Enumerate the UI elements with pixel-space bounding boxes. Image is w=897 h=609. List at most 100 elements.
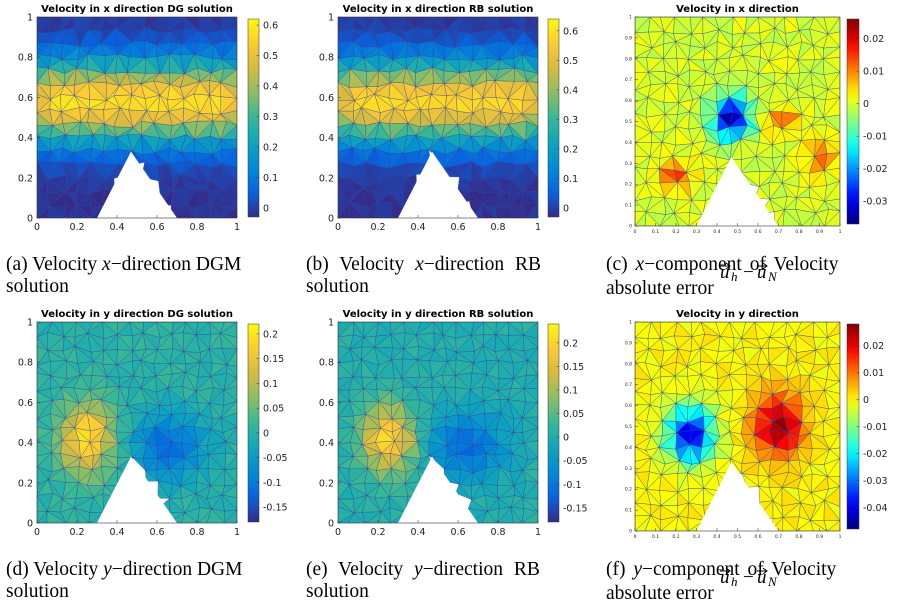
mesh-element: [389, 17, 406, 33]
mesh-element: [171, 322, 187, 335]
y-tick-label: 0.4: [319, 438, 334, 449]
colorbar-tick-label: 0.4: [563, 85, 578, 96]
mesh-element: [715, 322, 730, 337]
colorbar: [247, 323, 260, 523]
x-tick-label: 0.2: [370, 527, 385, 538]
x-tick-label: 0: [34, 222, 40, 233]
x-tick-label: 0.1: [652, 229, 659, 235]
colorbar-tick-label: 0.2: [563, 145, 578, 156]
mesh-element: [826, 322, 840, 338]
figure-panel-c: Velocity in x direction 0 0.1 0.2 0.3 0.4 0.5 0…: [598, 0, 897, 305]
colorbar-tick-label: 0.1: [563, 386, 578, 397]
mesh-element: [714, 17, 734, 30]
y-tick-label: 0: [629, 529, 632, 535]
x-tick-label: 0.2: [69, 222, 84, 233]
mesh-element: [220, 322, 237, 334]
colorbar-tick-label: -0.05: [263, 453, 288, 464]
colorbar-tick-label: 0.3: [563, 115, 578, 126]
colorbar-tick-label: 0.02: [863, 341, 884, 352]
colorbar-tick-label: -0.03: [863, 476, 888, 487]
x-tick-label: 0.6: [149, 222, 164, 233]
y-tick-label: 1: [328, 13, 334, 24]
y-tick-label: 0.6: [625, 98, 632, 104]
colorbar-tick-label: 0.1: [263, 173, 278, 184]
y-tick-label: 0.4: [319, 133, 334, 144]
mesh-element: [220, 17, 237, 31]
colorbar-tick-label: -0.05: [563, 456, 588, 467]
x-tick-label: 0.8: [490, 527, 505, 538]
figure-panel-f: Velocity in y direction 0 0.1 0.2 0.3 0.4 0.5 0…: [598, 305, 897, 609]
x-tick-label: 0: [634, 534, 637, 540]
mesh-element: [769, 322, 788, 338]
mesh-element: [199, 17, 211, 32]
mesh-element: [774, 17, 785, 29]
colorbar-tick-label: 0: [863, 395, 869, 406]
x-tick-label: 0.4: [410, 222, 425, 233]
error-u-n: u: [757, 262, 767, 283]
x-tick-label: 0.4: [109, 222, 124, 233]
caption-a: (a) Velocity x−direction DGM solution: [6, 254, 242, 297]
x-tick-label: 0.9: [816, 534, 823, 540]
y-tick-label: 1: [328, 318, 334, 329]
figure-panel-d: Velocity in y direction DG solution 0 0.2 0…: [0, 305, 299, 609]
y-tick-label: 0.7: [625, 382, 632, 388]
plot-title-d: Velocity in y direction DG solution: [41, 309, 233, 320]
colorbar-tick-label: 0.01: [863, 67, 884, 78]
caption-e: (e) Velocity y−direction RB solution: [306, 559, 540, 602]
figure-panel-b: Velocity in x direction RB solution 0 0.2 0…: [299, 0, 598, 305]
mesh-element: [362, 322, 379, 338]
y-tick-label: 0.6: [319, 398, 334, 409]
x-tick-label: 1: [535, 222, 541, 233]
obstacle-triangle: [398, 151, 478, 218]
obstacle-triangle: [97, 456, 177, 523]
mesh-element: [659, 17, 675, 33]
colorbar-tick-label: -0.1: [263, 478, 282, 489]
colorbar-tick-label: 0.2: [263, 142, 278, 153]
colorbar-tick-label: 0: [263, 428, 269, 439]
mesh-element: [691, 322, 702, 338]
mesh-element: [142, 322, 157, 334]
y-tick-label: 0.8: [319, 53, 334, 64]
plot-frame: [337, 16, 539, 219]
x-tick-label: 0.4: [410, 527, 425, 538]
y-tick-label: 0.4: [625, 445, 632, 451]
x-tick-label: 0.6: [149, 527, 164, 538]
y-tick-label: 0.7: [625, 77, 632, 83]
y-tick-label: 0.3: [625, 161, 632, 167]
obstacle-triangle: [696, 157, 779, 226]
obstacle-triangle: [398, 456, 478, 523]
colorbar-tick-label: -0.02: [863, 164, 888, 175]
y-tick-label: 0.4: [625, 140, 632, 146]
obstacle-triangle: [97, 151, 177, 218]
mesh-element: [60, 17, 75, 31]
obstacle-triangle: [696, 462, 779, 531]
x-tick-label: 1: [535, 527, 541, 538]
y-tick-label: 0.8: [319, 358, 334, 369]
y-tick-label: 0: [328, 214, 334, 225]
mesh-element: [441, 322, 457, 336]
x-tick-label: 0.8: [189, 222, 204, 233]
plot-title-e: Velocity in y direction RB solution: [343, 309, 534, 320]
x-tick-label: 0.7: [775, 229, 782, 235]
plot-e: Velocity in y direction RB solution 0 0.2 0…: [319, 309, 588, 538]
mesh-element: [115, 17, 134, 29]
x-tick-label: 0: [335, 527, 341, 538]
mesh-element: [166, 17, 184, 33]
x-tick-label: 0: [335, 222, 341, 233]
mesh-element: [415, 322, 435, 336]
mesh-element: [87, 322, 103, 334]
x-tick-label: 0.2: [69, 527, 84, 538]
plot-title-a: Velocity in x direction DG solution: [41, 4, 233, 15]
mesh-element: [495, 322, 509, 335]
x-tick-label: 1: [234, 222, 240, 233]
colorbar: [547, 323, 560, 523]
y-tick-label: 0.2: [18, 478, 33, 489]
x-tick-label: 1: [839, 229, 842, 235]
colorbar: [547, 18, 560, 218]
colorbar-tick-label: 0.6: [563, 26, 578, 37]
mesh-element: [338, 322, 354, 338]
y-tick-label: 1: [629, 15, 632, 21]
mesh-element: [795, 322, 815, 336]
plot-frame: [36, 321, 238, 524]
colorbar-tick-label: -0.01: [863, 422, 888, 433]
